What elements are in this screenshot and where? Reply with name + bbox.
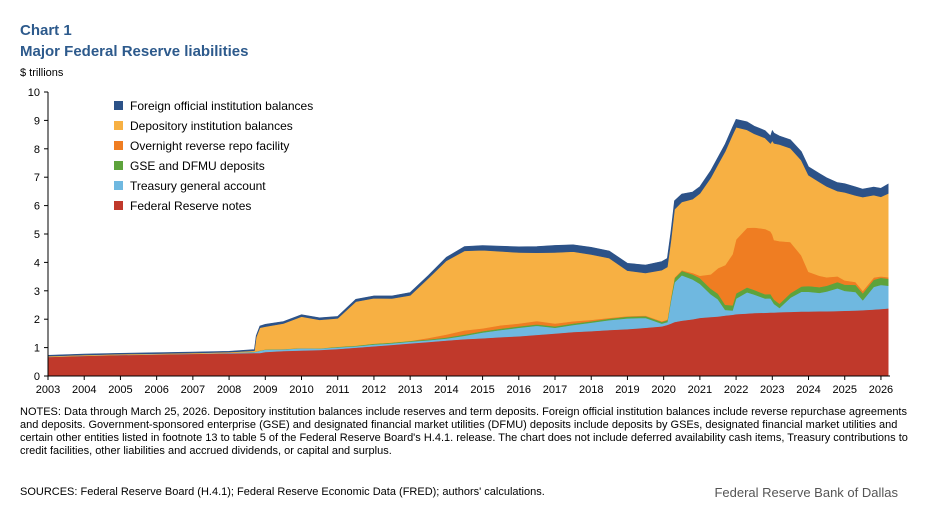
y-axis-unit-label: $ trillions: [20, 67, 64, 79]
x-tick-label-2: 2005: [108, 384, 132, 396]
x-tick-label-5: 2008: [217, 384, 241, 396]
legend-label-4: Treasury general account: [130, 179, 266, 193]
legend-label-2: Overnight reverse repo facility: [130, 139, 289, 153]
y-tick-label-2: 2: [34, 314, 40, 326]
legend-label-0: Foreign official institution balances: [130, 99, 313, 113]
y-tick-label-6: 6: [34, 201, 40, 213]
x-tick-label-18: 2021: [688, 384, 712, 396]
legend-label-3: GSE and DFMU deposits: [130, 159, 265, 173]
x-tick-label-23: 2026: [869, 384, 893, 396]
x-tick-label-11: 2014: [434, 384, 458, 396]
x-tick-label-15: 2018: [579, 384, 603, 396]
x-tick-label-4: 2007: [181, 384, 205, 396]
legend-label-5: Federal Reserve notes: [130, 199, 251, 213]
x-tick-label-0: 2003: [36, 384, 60, 396]
legend-swatch-2: [114, 141, 123, 150]
y-tick-label-0: 0: [34, 371, 40, 383]
legend-swatch-5: [114, 201, 123, 210]
x-tick-label-8: 2011: [326, 384, 350, 396]
legend-swatch-3: [114, 161, 123, 170]
legend-swatch-0: [114, 101, 123, 110]
legend-swatch-4: [114, 181, 123, 190]
y-tick-label-3: 3: [34, 286, 40, 298]
x-tick-label-7: 2010: [289, 384, 313, 396]
y-tick-label-5: 5: [34, 229, 40, 241]
x-tick-label-12: 2015: [470, 384, 494, 396]
legend-swatch-1: [114, 121, 123, 130]
chart-sources: SOURCES: Federal Reserve Board (H.4.1); …: [20, 486, 545, 498]
x-tick-label-9: 2012: [362, 384, 386, 396]
chart-title: Major Federal Reserve liabilities: [20, 43, 249, 60]
x-tick-label-10: 2013: [398, 384, 422, 396]
chart-number: Chart 1: [20, 22, 72, 39]
x-tick-label-6: 2009: [253, 384, 277, 396]
area-series-5: [47, 118, 889, 357]
x-tick-label-17: 2020: [651, 384, 675, 396]
y-tick-label-4: 4: [34, 257, 40, 269]
x-tick-label-21: 2024: [796, 384, 820, 396]
x-tick-label-22: 2025: [832, 384, 856, 396]
x-tick-label-1: 2004: [72, 384, 96, 396]
y-tick-label-7: 7: [34, 172, 40, 184]
x-tick-label-16: 2019: [615, 384, 639, 396]
y-tick-label-9: 9: [34, 115, 40, 127]
x-tick-label-3: 2006: [144, 384, 168, 396]
y-tick-label-8: 8: [34, 144, 40, 156]
x-tick-label-13: 2016: [507, 384, 531, 396]
x-tick-label-20: 2023: [760, 384, 784, 396]
chart-plot: 0 1 2 3 4 5 6 7 8 9 10 2003 2004 2005 2006 2007 2008 2009…: [28, 87, 893, 396]
x-tick-label-14: 2017: [543, 384, 567, 396]
brand-logo-text: Federal Reserve Bank of Dallas: [714, 485, 898, 500]
y-tick-label-1: 1: [34, 343, 40, 355]
chart-notes: NOTES: Data through March 25, 2026. Depo…: [20, 406, 908, 457]
legend-label-1: Depository institution balances: [130, 119, 293, 133]
y-tick-label-10: 10: [28, 87, 40, 99]
x-tick-label-19: 2022: [724, 384, 748, 396]
